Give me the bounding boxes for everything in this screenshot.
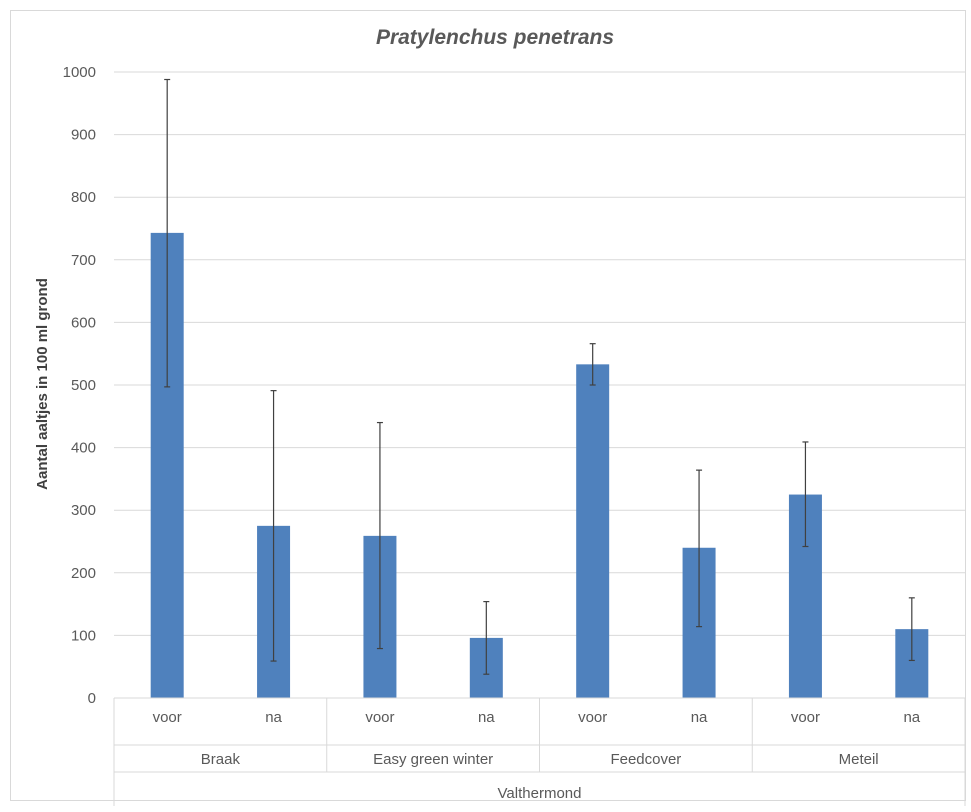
y-tick-label: 200 (71, 565, 96, 582)
x-tick-label: voor (578, 709, 607, 726)
y-tick-label: 300 (71, 502, 96, 519)
y-tick-label: 800 (71, 189, 96, 206)
y-tick-label: 700 (71, 252, 96, 269)
x-tick-label: na (903, 709, 920, 726)
y-tick-label: 100 (71, 627, 96, 644)
x-tick-label: na (478, 709, 495, 726)
x-tick-label: voor (791, 709, 820, 726)
x-tick-label: na (691, 709, 708, 726)
y-tick-label: 0 (88, 690, 96, 707)
chart-title: Pratylenchus penetrans (376, 26, 614, 49)
y-tick-label: 1000 (63, 64, 96, 81)
error-bars (164, 78, 915, 675)
group-label: Meteil (839, 751, 879, 768)
x-tick-label: voor (153, 709, 182, 726)
y-tick-label: 900 (71, 127, 96, 144)
group-label: Easy green winter (373, 751, 493, 768)
location-label: Valthermond (498, 785, 582, 802)
y-tick-label: 500 (71, 377, 96, 394)
x-tick-label: voor (365, 709, 394, 726)
gridlines (114, 71, 965, 636)
y-tick-label: 600 (71, 314, 96, 331)
group-label: Braak (201, 751, 241, 768)
bar (576, 364, 610, 698)
y-tick-label: 400 (71, 440, 96, 457)
x-tick-label: na (265, 709, 282, 726)
group-label: Feedcover (610, 751, 681, 768)
y-axis-ticks: 0 100 200 300 400 500 600 700 800 900 1000 (63, 64, 96, 707)
y-axis-label: Aantal aaltjes in 100 ml grond (34, 278, 51, 490)
x-axis: voor na Braak voor na Easy green winter voor na… (113, 697, 966, 806)
